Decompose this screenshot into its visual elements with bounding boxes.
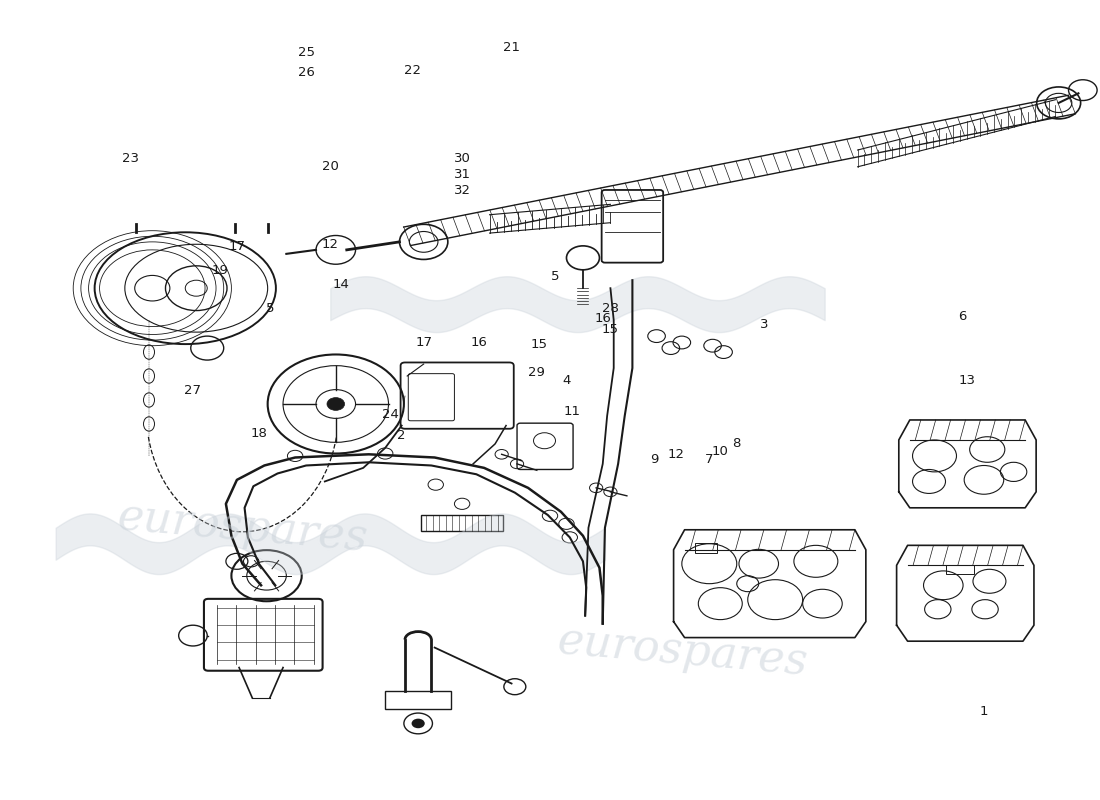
Text: 4: 4: [562, 374, 571, 386]
Text: 22: 22: [404, 65, 421, 78]
Text: 30: 30: [453, 152, 471, 166]
Text: 9: 9: [650, 454, 659, 466]
Text: 27: 27: [185, 384, 201, 397]
Text: 32: 32: [453, 184, 471, 198]
Circle shape: [327, 398, 344, 410]
Text: eurospares: eurospares: [116, 495, 370, 560]
Bar: [695, 543, 717, 553]
Circle shape: [411, 718, 425, 728]
Text: 15: 15: [530, 338, 548, 350]
Bar: [946, 565, 974, 574]
Text: 13: 13: [959, 374, 976, 386]
Text: 17: 17: [415, 336, 432, 349]
Text: 20: 20: [322, 160, 339, 174]
Text: 5: 5: [551, 270, 560, 282]
Text: 25: 25: [298, 46, 315, 59]
Text: 31: 31: [453, 168, 471, 182]
Text: 7: 7: [705, 454, 714, 466]
Text: 15: 15: [602, 323, 619, 336]
Text: 19: 19: [212, 264, 229, 277]
Text: 23: 23: [122, 152, 139, 166]
Text: 11: 11: [563, 406, 581, 418]
Text: 26: 26: [298, 66, 315, 79]
Text: 12: 12: [668, 448, 685, 461]
Text: 2: 2: [397, 430, 406, 442]
Text: 3: 3: [760, 318, 769, 330]
Text: 29: 29: [528, 366, 546, 378]
Text: 14: 14: [333, 278, 350, 290]
Text: 28: 28: [602, 302, 619, 314]
Text: 24: 24: [383, 408, 399, 421]
Text: 12: 12: [322, 238, 339, 250]
Text: 16: 16: [594, 312, 612, 325]
Text: 17: 17: [229, 240, 245, 253]
Text: 6: 6: [958, 310, 966, 322]
Text: 5: 5: [265, 302, 274, 314]
Text: 18: 18: [251, 427, 267, 440]
Text: 8: 8: [733, 438, 741, 450]
Text: 10: 10: [712, 446, 728, 458]
Text: 16: 16: [470, 336, 487, 349]
Text: 21: 21: [503, 41, 520, 54]
Bar: [421, 515, 504, 531]
Text: 1: 1: [980, 705, 988, 718]
Text: eurospares: eurospares: [554, 619, 808, 684]
Bar: [385, 691, 451, 709]
